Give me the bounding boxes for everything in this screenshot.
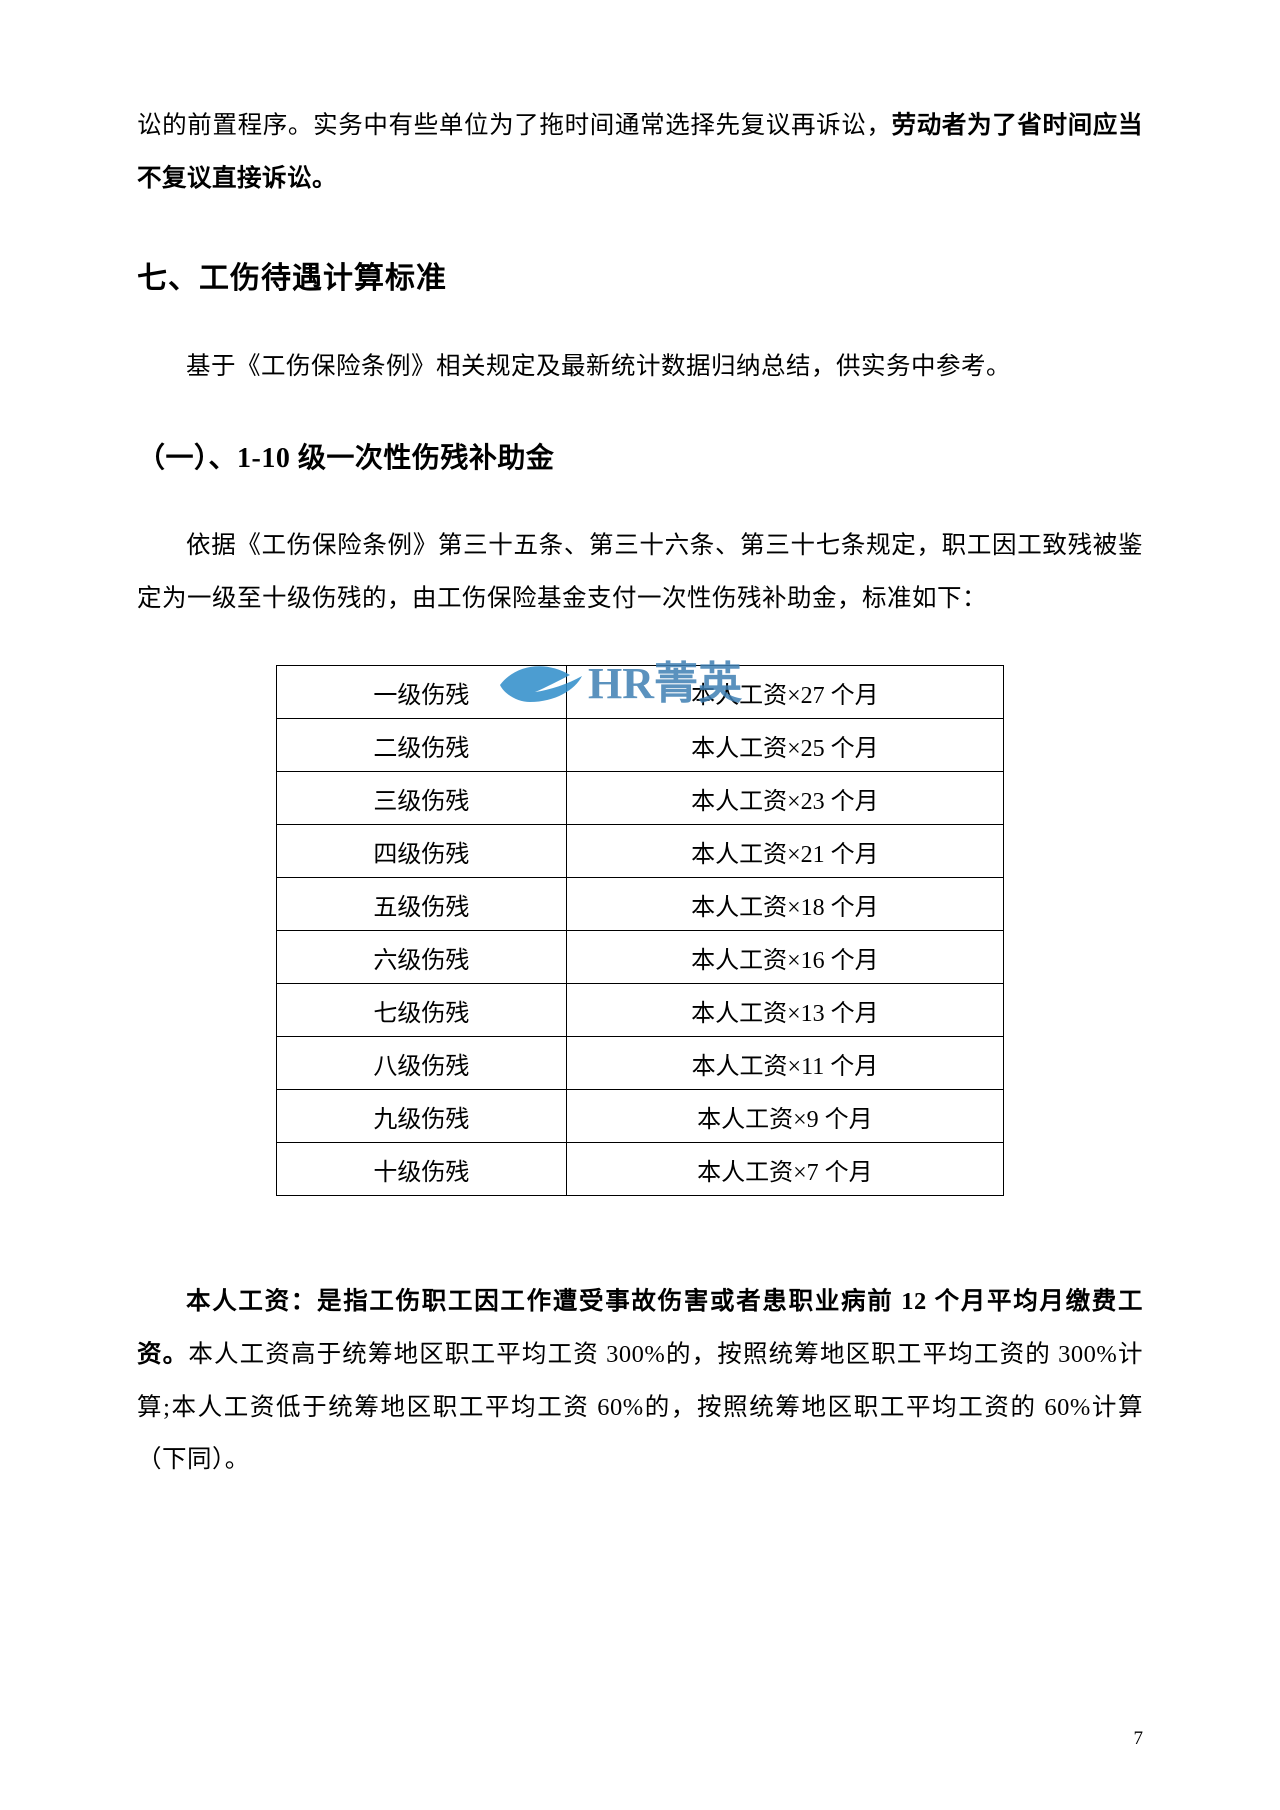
table-cell-level: 十级伤残 [277, 1143, 567, 1196]
table-row: 四级伤残本人工资×21 个月 [277, 825, 1004, 878]
table-row: 十级伤残本人工资×7 个月 [277, 1143, 1004, 1196]
table-cell-level: 八级伤残 [277, 1037, 567, 1090]
table-cell-level: 九级伤残 [277, 1090, 567, 1143]
table-cell-level: 一级伤残 [277, 666, 567, 719]
intro-text: 讼的前置程序。实务中有些单位为了拖时间通常选择先复议再诉讼， [137, 112, 892, 139]
table-cell-amount: 本人工资×9 个月 [566, 1090, 1003, 1143]
table-cell-level: 四级伤残 [277, 825, 567, 878]
table-cell-level: 三级伤残 [277, 772, 567, 825]
table-cell-amount: 本人工资×16 个月 [566, 931, 1003, 984]
intro-paragraph: 讼的前置程序。实务中有些单位为了拖时间通常选择先复议再诉讼，劳动者为了省时间应当… [137, 0, 1143, 205]
table-cell-level: 二级伤残 [277, 719, 567, 772]
table-row: 七级伤残本人工资×13 个月 [277, 984, 1004, 1037]
table-cell-amount: 本人工资×18 个月 [566, 878, 1003, 931]
disability-table: 一级伤残本人工资×27 个月二级伤残本人工资×25 个月三级伤残本人工资×23 … [276, 665, 1004, 1196]
table-row: 一级伤残本人工资×27 个月 [277, 666, 1004, 719]
table-row: 二级伤残本人工资×25 个月 [277, 719, 1004, 772]
table-cell-amount: 本人工资×23 个月 [566, 772, 1003, 825]
table-cell-level: 六级伤残 [277, 931, 567, 984]
p-after-h71: 依据《工伤保险条例》第三十五条、第三十六条、第三十七条规定，职工因工致残被鉴定为… [137, 520, 1143, 625]
table-cell-amount: 本人工资×7 个月 [566, 1143, 1003, 1196]
disability-table-body: 一级伤残本人工资×27 个月二级伤残本人工资×25 个月三级伤残本人工资×23 … [277, 666, 1004, 1196]
table-cell-level: 五级伤残 [277, 878, 567, 931]
table-cell-amount: 本人工资×21 个月 [566, 825, 1003, 878]
salary-rest: 本人工资高于统筹地区职工平均工资 300%的，按照统筹地区职工平均工资的 300… [137, 1341, 1143, 1473]
p-after-h7: 基于《工伤保险条例》相关规定及最新统计数据归纳总结，供实务中参考。 [137, 341, 1143, 394]
table-row: 九级伤残本人工资×9 个月 [277, 1090, 1004, 1143]
heading-7: 七、工伤待遇计算标准 [137, 253, 1143, 297]
table-cell-amount: 本人工资×11 个月 [566, 1037, 1003, 1090]
table-cell-amount: 本人工资×25 个月 [566, 719, 1003, 772]
table-cell-amount: 本人工资×13 个月 [566, 984, 1003, 1037]
table-cell-amount: 本人工资×27 个月 [566, 666, 1003, 719]
table-row: 六级伤残本人工资×16 个月 [277, 931, 1004, 984]
table-cell-level: 七级伤残 [277, 984, 567, 1037]
table-row: 八级伤残本人工资×11 个月 [277, 1037, 1004, 1090]
table-row: 五级伤残本人工资×18 个月 [277, 878, 1004, 931]
salary-paragraph: 本人工资：是指工伤职工因工作遭受事故伤害或者患职业病前 12 个月平均月缴费工资… [137, 1276, 1143, 1487]
page-number: 7 [1134, 1728, 1144, 1750]
table-row: 三级伤残本人工资×23 个月 [277, 772, 1004, 825]
heading-7-1: （一）、1-10 级一次性伤残补助金 [137, 436, 1143, 476]
